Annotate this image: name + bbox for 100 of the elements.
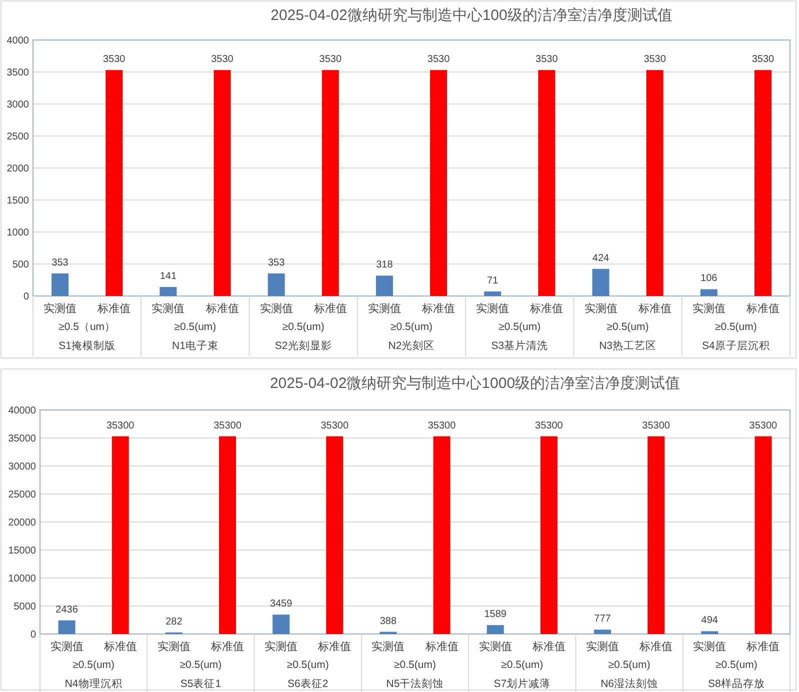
data-label: 353 — [52, 257, 69, 268]
bar — [160, 286, 177, 296]
data-label: 35300 — [320, 420, 349, 432]
bar — [484, 291, 502, 296]
text: 实测值 — [478, 641, 512, 653]
x-tick-label: ≥0.5(um) N4物理沉积 — [64, 659, 122, 690]
x-tick-label: ≥0.5(um) S7划片减薄 — [494, 659, 551, 690]
chart-title: 2025-04-02微纳研究与制造中心100级的洁净室洁净度测试值 — [270, 7, 672, 24]
text: 实测值 — [692, 303, 726, 315]
bar — [219, 436, 236, 634]
data-label: 353 — [268, 257, 286, 268]
x-tick-label: ≥0.5(um) N6湿法刻蚀 — [600, 659, 658, 690]
bar — [754, 70, 772, 296]
bar — [268, 273, 285, 296]
bar — [376, 276, 393, 296]
bar — [433, 436, 450, 634]
bar — [594, 630, 611, 634]
data-label: 106 — [700, 273, 718, 284]
text: 标准值 — [640, 641, 673, 653]
text: 标准值 — [318, 641, 352, 653]
text: 标准值 — [422, 303, 456, 315]
text: 实测值 — [584, 303, 618, 315]
y-tick-label: 20000 — [8, 518, 36, 528]
y-tick-label: 2000 — [6, 164, 30, 174]
bar — [701, 631, 718, 634]
text: 标准值 — [206, 303, 239, 315]
text: 实测值 — [586, 641, 619, 653]
text: 标准值 — [211, 641, 244, 653]
y-tick-label: 0 — [30, 630, 36, 640]
bar — [112, 436, 129, 634]
bar — [272, 614, 290, 634]
x-tick-label: ≥0.5(um) S3基片清洗 — [491, 321, 548, 352]
text: 实测值 — [152, 303, 185, 315]
data-label: 388 — [380, 616, 397, 627]
bar — [648, 436, 665, 634]
data-label: 71 — [487, 275, 499, 286]
bar — [754, 436, 772, 634]
y-tick-label: 35000 — [8, 434, 36, 444]
y-tick-label: 500 — [12, 260, 30, 270]
x-tick-label: ≥0.5(um) S4原子层沉积 — [702, 321, 770, 352]
text: 实测值 — [368, 303, 401, 315]
y-tick-label: 3500 — [6, 68, 30, 78]
data-label: 1589 — [484, 609, 507, 620]
data-label: 3530 — [102, 54, 126, 66]
text: 标准值 — [530, 303, 564, 315]
data-label: 2436 — [56, 604, 78, 616]
bar — [326, 436, 344, 634]
series-label: 实测值 — [50, 640, 84, 653]
bar — [58, 620, 76, 634]
text: 实测值 — [157, 641, 190, 653]
data-label: 35300 — [535, 420, 564, 432]
y-tick-label: 1000 — [6, 228, 30, 238]
data-label: 282 — [166, 616, 183, 628]
x-tick-label: ≥0.5(um) S2光刻显影 — [274, 321, 332, 352]
y-tick-label: 25000 — [8, 490, 36, 500]
x-tick-label: ≥0.5(um) N5干法刻蚀 — [386, 659, 444, 690]
data-label: 3530 — [644, 54, 666, 66]
chart-title: 2025-04-02微纳研究与制造中心1000级的洁净室洁净度测试值 — [270, 375, 680, 392]
data-label: 141 — [160, 270, 177, 282]
series-label: 标准值 — [96, 302, 131, 315]
y-tick-label: 15000 — [8, 546, 36, 556]
text: 标准值 — [746, 303, 780, 315]
x-tick-label: ≥0.5（um） S1掩模制版 — [58, 321, 116, 352]
series-label: 标准值 — [102, 640, 137, 653]
bar — [214, 70, 231, 296]
x-tick-label: ≥0.5(um) S5表征1 — [180, 659, 222, 690]
y-tick-label: 10000 — [8, 574, 36, 584]
y-tick-label: 4000 — [6, 36, 30, 46]
bar — [646, 70, 664, 296]
y-tick-label: 0 — [23, 292, 30, 302]
data-label: 35300 — [749, 420, 778, 432]
data-label: 3530 — [536, 54, 558, 66]
data-label: 35300 — [642, 420, 670, 432]
x-tick-label: ≥0.5(um) S8样品存放 — [708, 659, 765, 690]
text: 实测值 — [476, 303, 510, 315]
text: 实测值 — [693, 641, 726, 653]
bar — [106, 70, 123, 296]
data-label: 3530 — [752, 54, 775, 66]
text: 标准值 — [746, 641, 780, 653]
bar — [700, 289, 718, 296]
y-tick-label: 1500 — [6, 196, 30, 206]
x-tick-label: ≥0.5(um) N2光刻区 — [388, 321, 435, 352]
data-label: 424 — [592, 252, 610, 264]
bar — [538, 70, 556, 296]
data-label: 494 — [701, 615, 718, 626]
y-tick-label: 5000 — [14, 602, 36, 612]
data-label: 318 — [376, 260, 394, 271]
bar — [322, 70, 339, 296]
text: 实测值 — [372, 641, 405, 653]
y-tick-label: 30000 — [8, 462, 36, 472]
data-label: 35300 — [214, 420, 242, 432]
y-tick-label: 3000 — [6, 100, 30, 110]
data-label: 3459 — [270, 598, 293, 610]
data-label: 777 — [594, 614, 612, 625]
data-label: 3530 — [427, 54, 450, 66]
data-label: 3530 — [211, 54, 234, 66]
bar — [592, 268, 610, 296]
text: 标准值 — [638, 303, 672, 315]
series-label: 实测值 — [44, 302, 77, 315]
bar — [540, 436, 558, 634]
